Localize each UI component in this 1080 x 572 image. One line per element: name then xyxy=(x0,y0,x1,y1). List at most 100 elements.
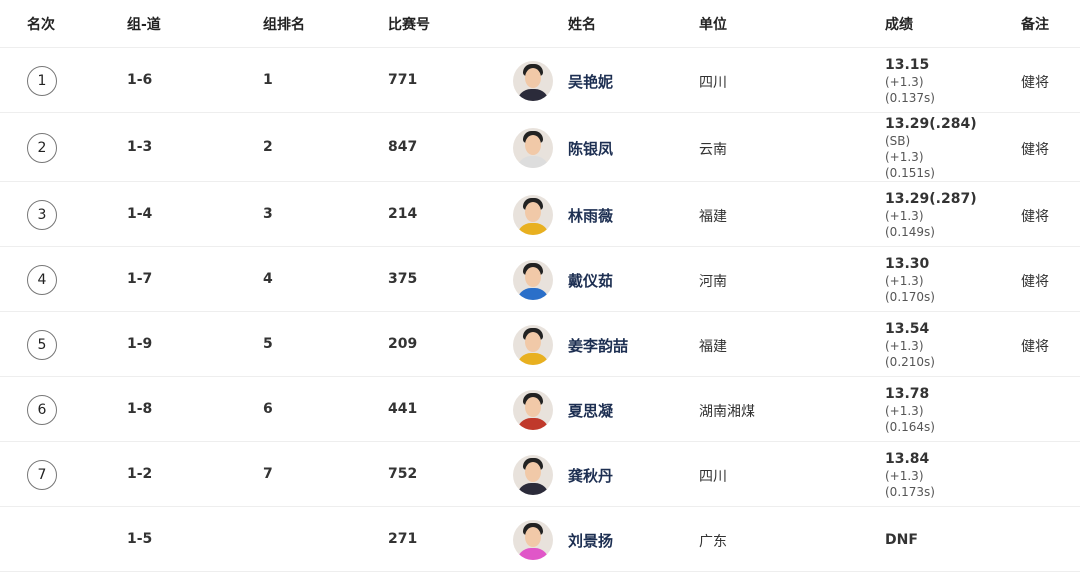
table-row: 5 1-9 5 209 姜李韵喆 福建 13.54 (+1.3) (0.210s) 健将 xyxy=(0,312,1080,377)
rank-badge: 4 xyxy=(27,264,57,295)
rank-badge: 2 xyxy=(27,132,57,163)
unit: 四川 xyxy=(699,74,727,91)
lane: 1-6 xyxy=(127,71,153,88)
rank-badge: 5 xyxy=(27,329,57,360)
athlete-name-link[interactable]: 吴艳妮 xyxy=(568,72,614,91)
athlete-name-link[interactable]: 林雨薇 xyxy=(568,206,614,225)
lane: 1-5 xyxy=(127,530,153,547)
group-rank: 3 xyxy=(263,205,273,222)
athlete-name-link[interactable]: 夏思凝 xyxy=(568,401,614,420)
athlete-avatar xyxy=(513,324,553,365)
athlete-avatar xyxy=(513,127,553,168)
rank-badge: 1 xyxy=(27,65,57,96)
unit: 河南 xyxy=(699,273,727,290)
header-bib: 比赛号 xyxy=(388,17,430,33)
result-time: 13.54 xyxy=(885,320,930,337)
header-result: 成绩 xyxy=(885,17,913,33)
table-row: 3 1-4 3 214 林雨薇 福建 13.29(.287) (+1.3) (0.149s) 健将 xyxy=(0,182,1080,247)
table-row: 7 1-2 7 752 龚秋丹 四川 13.84 (+1.3) (0.173s) xyxy=(0,442,1080,507)
unit: 福建 xyxy=(699,338,727,355)
result-detail: (+1.3) xyxy=(885,149,924,164)
athlete-name-link[interactable]: 姜李韵喆 xyxy=(568,336,629,355)
result-detail: (0.210s) xyxy=(885,354,935,369)
athlete-avatar xyxy=(513,194,553,235)
bib-number: 214 xyxy=(388,205,418,222)
result-detail: (0.164s) xyxy=(885,419,935,434)
result: 13.29(.287) (+1.3) (0.149s) xyxy=(885,190,977,240)
result-detail: (0.173s) xyxy=(885,484,935,499)
table-row: 2 1-3 2 847 陈银凤 云南 13.29(.284) (SB) (+1.3) (0.151… xyxy=(0,113,1080,182)
header-group-rank: 组排名 xyxy=(263,17,305,33)
bib-number: 209 xyxy=(388,335,418,352)
athlete-name-link[interactable]: 刘景扬 xyxy=(568,531,614,550)
athlete-avatar xyxy=(513,519,553,560)
result: 13.30 (+1.3) (0.170s) xyxy=(885,255,935,305)
group-rank: 7 xyxy=(263,465,273,482)
result-time: 13.30 xyxy=(885,255,930,272)
result-time: 13.29(.284) xyxy=(885,115,977,132)
unit: 福建 xyxy=(699,208,727,225)
result-detail: (0.137s) xyxy=(885,90,935,105)
athlete-name-link[interactable]: 陈银凤 xyxy=(568,139,614,158)
lane: 1-9 xyxy=(127,335,153,352)
result-detail: (+1.3) xyxy=(885,403,924,418)
result-detail: (0.170s) xyxy=(885,289,935,304)
table-header: 名次 组-道 组排名 比赛号 姓名 单位 成绩 备注 xyxy=(0,0,1080,48)
result-detail: (+1.3) xyxy=(885,74,924,89)
athlete-avatar xyxy=(513,259,553,300)
result-detail: (+1.3) xyxy=(885,208,924,223)
group-rank: 1 xyxy=(263,71,273,88)
athlete-name-link[interactable]: 龚秋丹 xyxy=(568,466,614,485)
athlete-avatar xyxy=(513,60,553,101)
result-detail: (+1.3) xyxy=(885,273,924,288)
result-time: 13.84 xyxy=(885,450,930,467)
bib-number: 441 xyxy=(388,400,418,417)
result: 13.29(.284) (SB) (+1.3) (0.151s) xyxy=(885,115,977,181)
group-rank: 4 xyxy=(263,270,273,287)
rank-badge: 3 xyxy=(27,199,57,230)
lane: 1-8 xyxy=(127,400,153,417)
result-detail: (+1.3) xyxy=(885,338,924,353)
unit: 四川 xyxy=(699,468,727,485)
result: DNF xyxy=(885,531,918,549)
rank-badge: 6 xyxy=(27,394,57,425)
unit: 湖南湘煤 xyxy=(699,403,755,420)
bib-number: 847 xyxy=(388,138,418,155)
lane: 1-2 xyxy=(127,465,153,482)
result-detail: (0.149s) xyxy=(885,224,935,239)
athlete-avatar xyxy=(513,454,553,495)
lane: 1-7 xyxy=(127,270,153,287)
result: 13.78 (+1.3) (0.164s) xyxy=(885,385,935,435)
result-detail: (+1.3) xyxy=(885,468,924,483)
header-note: 备注 xyxy=(1021,17,1049,33)
bib-number: 771 xyxy=(388,71,418,88)
header-lane: 组-道 xyxy=(127,17,161,33)
group-rank: 6 xyxy=(263,400,273,417)
table-row: 1-5 271 刘景扬 广东 DNF xyxy=(0,507,1080,572)
athlete-avatar xyxy=(513,389,553,430)
result-time: 13.15 xyxy=(885,56,930,73)
result: 13.54 (+1.3) (0.210s) xyxy=(885,320,935,370)
result-time: 13.78 xyxy=(885,385,930,402)
group-rank: 2 xyxy=(263,138,273,155)
athlete-name-link[interactable]: 戴仪茹 xyxy=(568,271,614,290)
rank-badge: 7 xyxy=(27,459,57,490)
note: 健将 xyxy=(1021,273,1049,290)
header-unit: 单位 xyxy=(699,17,727,33)
group-rank: 5 xyxy=(263,335,273,352)
unit: 云南 xyxy=(699,141,727,158)
lane: 1-3 xyxy=(127,138,153,155)
note: 健将 xyxy=(1021,208,1049,225)
table-row: 1 1-6 1 771 吴艳妮 四川 13.15 (+1.3) (0.137s) 健将 xyxy=(0,48,1080,113)
table-row: 4 1-7 4 375 戴仪茹 河南 13.30 (+1.3) (0.170s) 健将 xyxy=(0,247,1080,312)
unit: 广东 xyxy=(699,533,727,550)
result-time: DNF xyxy=(885,531,918,548)
result-detail: (0.151s) xyxy=(885,165,935,180)
result-time: 13.29(.287) xyxy=(885,190,977,207)
note: 健将 xyxy=(1021,141,1049,158)
result: 13.15 (+1.3) (0.137s) xyxy=(885,56,935,106)
bib-number: 752 xyxy=(388,465,418,482)
result: 13.84 (+1.3) (0.173s) xyxy=(885,450,935,500)
note: 健将 xyxy=(1021,338,1049,355)
bib-number: 271 xyxy=(388,530,418,547)
